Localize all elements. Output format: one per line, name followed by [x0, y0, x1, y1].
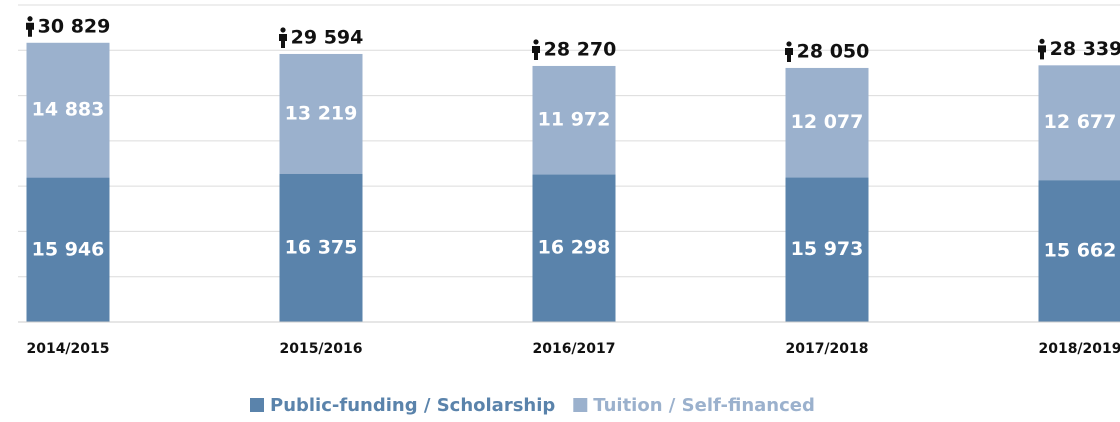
total-value: 30 829 — [38, 15, 111, 37]
segment-label: 11 972 — [538, 109, 611, 131]
total-value: 29 594 — [291, 26, 364, 48]
bar-segment — [1038, 65, 1120, 181]
bar-segment — [26, 42, 110, 178]
person-icon — [26, 22, 34, 37]
total-label: 29 594 — [279, 26, 363, 48]
legend-swatch — [250, 398, 264, 412]
total-label: 28 339 — [1038, 38, 1120, 60]
person-icon — [27, 16, 33, 22]
total-value: 28 270 — [544, 38, 617, 60]
total-value: 28 339 — [1050, 38, 1120, 60]
bar-segment — [785, 67, 869, 178]
bar-segment — [785, 177, 869, 322]
legend-label: Tuition / Self-financed — [593, 395, 815, 416]
bar-segment — [26, 177, 110, 322]
bar-segment — [279, 53, 363, 174]
x-tick-label: 2015/2016 — [279, 341, 362, 357]
segment-label: 13 219 — [285, 102, 358, 124]
segment-label: 15 662 — [1044, 240, 1117, 262]
total-value: 28 050 — [797, 40, 870, 62]
person-icon — [280, 27, 286, 33]
bar-segment — [532, 65, 616, 175]
person-icon — [785, 47, 793, 62]
person-icon — [1039, 38, 1045, 44]
legend: Public-funding / Scholarship Tuition / Se… — [250, 395, 815, 416]
segment-label: 16 375 — [285, 236, 358, 258]
segment-label: 12 077 — [791, 111, 864, 133]
total-label: 28 270 — [532, 38, 616, 60]
x-tick-label: 2018/2019 — [1038, 341, 1120, 357]
person-icon — [533, 39, 539, 45]
person-icon — [279, 33, 287, 48]
legend-label: Public-funding / Scholarship — [270, 395, 555, 416]
person-icon — [1038, 45, 1046, 60]
bar-segment — [1038, 180, 1120, 322]
bar-segment — [532, 174, 616, 322]
person-icon — [786, 41, 792, 47]
total-label: 30 829 — [26, 15, 110, 37]
segment-label: 15 946 — [32, 238, 105, 260]
segment-label: 16 298 — [538, 237, 611, 259]
segment-label: 14 883 — [32, 99, 105, 121]
segment-label: 15 973 — [791, 238, 864, 260]
segment-label: 12 677 — [1044, 111, 1117, 133]
person-icon — [532, 45, 540, 60]
x-tick-label: 2014/2015 — [26, 341, 109, 357]
bar-segment — [279, 173, 363, 322]
total-label: 28 050 — [785, 40, 869, 62]
x-tick-label: 2016/2017 — [532, 341, 615, 357]
x-tick-label: 2017/2018 — [785, 341, 868, 357]
legend-swatch — [573, 398, 588, 412]
